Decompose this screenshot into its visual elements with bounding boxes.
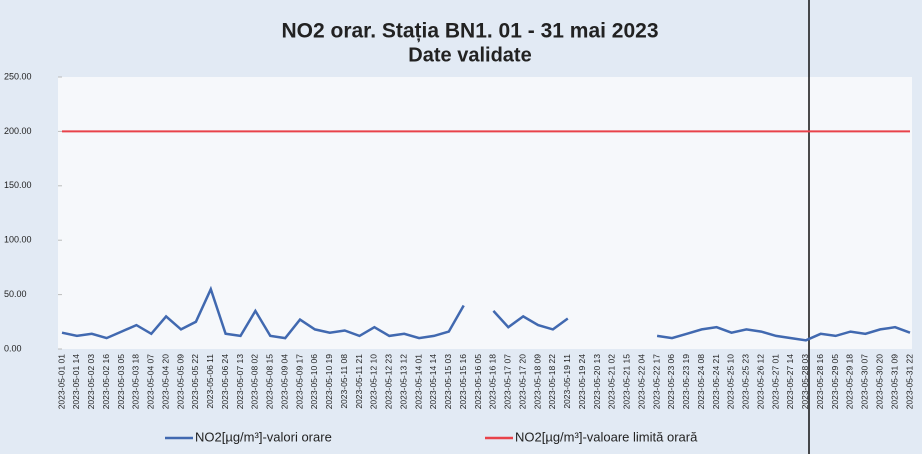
x-tick-label: 2023-05-19 24 (577, 354, 587, 410)
x-tick-label: 2023-05-28 03 (800, 354, 810, 410)
x-tick-label: 2023-05-06 11 (205, 354, 215, 409)
x-tick-label: 2023-05-03 18 (131, 354, 141, 410)
plot-area (58, 77, 912, 349)
x-tick-label: 2023-05-01 14 (71, 354, 81, 410)
x-tick-label: 2023-05-01 01 (56, 354, 66, 410)
x-tick-label: 2023-05-08 02 (250, 354, 260, 410)
x-tick-label: 2023-05-10 19 (324, 354, 334, 410)
x-tick-label: 2023-05-05 09 (175, 354, 185, 410)
x-tick-label: 2023-05-02 16 (101, 354, 111, 410)
x-tick-label: 2023-05-25 10 (726, 354, 736, 410)
x-tick-label: 2023-05-26 12 (755, 354, 765, 410)
x-tick-label: 2023-05-02 03 (86, 354, 96, 410)
chart-title: NO2 orar. Stația BN1. 01 - 31 mai 2023 (281, 20, 658, 43)
x-tick-label: 2023-05-22 17 (651, 354, 661, 410)
x-tick-label: 2023-05-30 07 (860, 354, 870, 410)
x-tick-label: 2023-05-31 09 (889, 354, 899, 410)
x-tick-label: 2023-05-21 02 (607, 354, 617, 410)
x-tick-label: 2023-05-27 14 (785, 354, 795, 410)
x-tick-label: 2023-05-19 11 (562, 354, 572, 409)
y-tick-label: 150.00 (4, 180, 32, 190)
x-tick-label: 2023-05-15 16 (458, 354, 468, 410)
series-line (61, 285, 911, 342)
legend-label: NO2[µg/m³]-valori orare (195, 429, 332, 444)
x-tick-label: 2023-05-16 18 (488, 354, 498, 410)
x-tick-label: 2023-05-09 04 (279, 354, 289, 410)
x-tick-label: 2023-05-13 12 (398, 354, 408, 410)
x-tick-label: 2023-05-04 20 (160, 354, 170, 410)
x-tick-label: 2023-05-25 23 (741, 354, 751, 410)
x-tick-label: 2023-05-30 20 (874, 354, 884, 410)
x-tick-label: 2023-05-28 16 (815, 354, 825, 410)
x-tick-label: 2023-05-18 22 (547, 354, 557, 410)
x-tick-label: 2023-05-14 01 (413, 354, 423, 410)
chart-subtitle: Date validate (408, 44, 531, 66)
x-tick-label: 2023-05-23 06 (666, 354, 676, 410)
x-tick-label: 2023-05-03 05 (116, 354, 126, 410)
x-tick-label: 2023-05-17 07 (503, 354, 513, 410)
y-tick-label: 50.00 (4, 289, 27, 299)
y-tick-label: 0.00 (4, 343, 22, 353)
x-tick-label: 2023-05-31 22 (904, 354, 914, 410)
x-tick-label: 2023-05-24 08 (696, 354, 706, 410)
x-tick-label: 2023-05-08 15 (265, 354, 275, 410)
x-tick-label: 2023-05-10 06 (309, 354, 319, 410)
x-tick-label: 2023-05-05 22 (190, 354, 200, 410)
x-tick-label: 2023-05-11 21 (354, 354, 364, 409)
x-tick-label: 2023-05-04 07 (146, 354, 156, 410)
x-tick-label: 2023-05-12 10 (369, 354, 379, 410)
x-tick-label: 2023-05-12 23 (384, 354, 394, 410)
x-tick-label: 2023-05-22 04 (636, 354, 646, 410)
x-tick-label: 2023-05-15 03 (443, 354, 453, 410)
y-tick-label: 100.00 (4, 235, 32, 245)
x-tick-label: 2023-05-07 13 (235, 354, 245, 410)
x-tick-label: 2023-05-29 05 (830, 354, 840, 410)
x-tick-label: 2023-05-17 20 (517, 354, 527, 410)
x-tick-label: 2023-05-24 21 (711, 354, 721, 410)
legend-label: NO2[µg/m³]-valoare limită orară (515, 429, 698, 444)
y-tick-label: 200.00 (4, 126, 32, 136)
x-tick-label: 2023-05-06 24 (220, 354, 230, 410)
x-tick-label: 2023-05-23 19 (681, 354, 691, 410)
x-tick-label: 2023-05-18 09 (532, 354, 542, 410)
x-tick-label: 2023-05-16 05 (473, 354, 483, 410)
x-tick-label: 2023-05-27 01 (770, 354, 780, 410)
x-tick-label: 2023-05-20 13 (592, 354, 602, 410)
x-tick-label: 2023-05-14 14 (428, 354, 438, 410)
y-tick-label: 250.00 (4, 71, 32, 81)
x-tick-label: 2023-05-21 15 (622, 354, 632, 410)
x-tick-label: 2023-05-09 17 (294, 354, 304, 410)
x-tick-label: 2023-05-11 08 (339, 354, 349, 409)
x-tick-label: 2023-05-29 18 (845, 354, 855, 410)
